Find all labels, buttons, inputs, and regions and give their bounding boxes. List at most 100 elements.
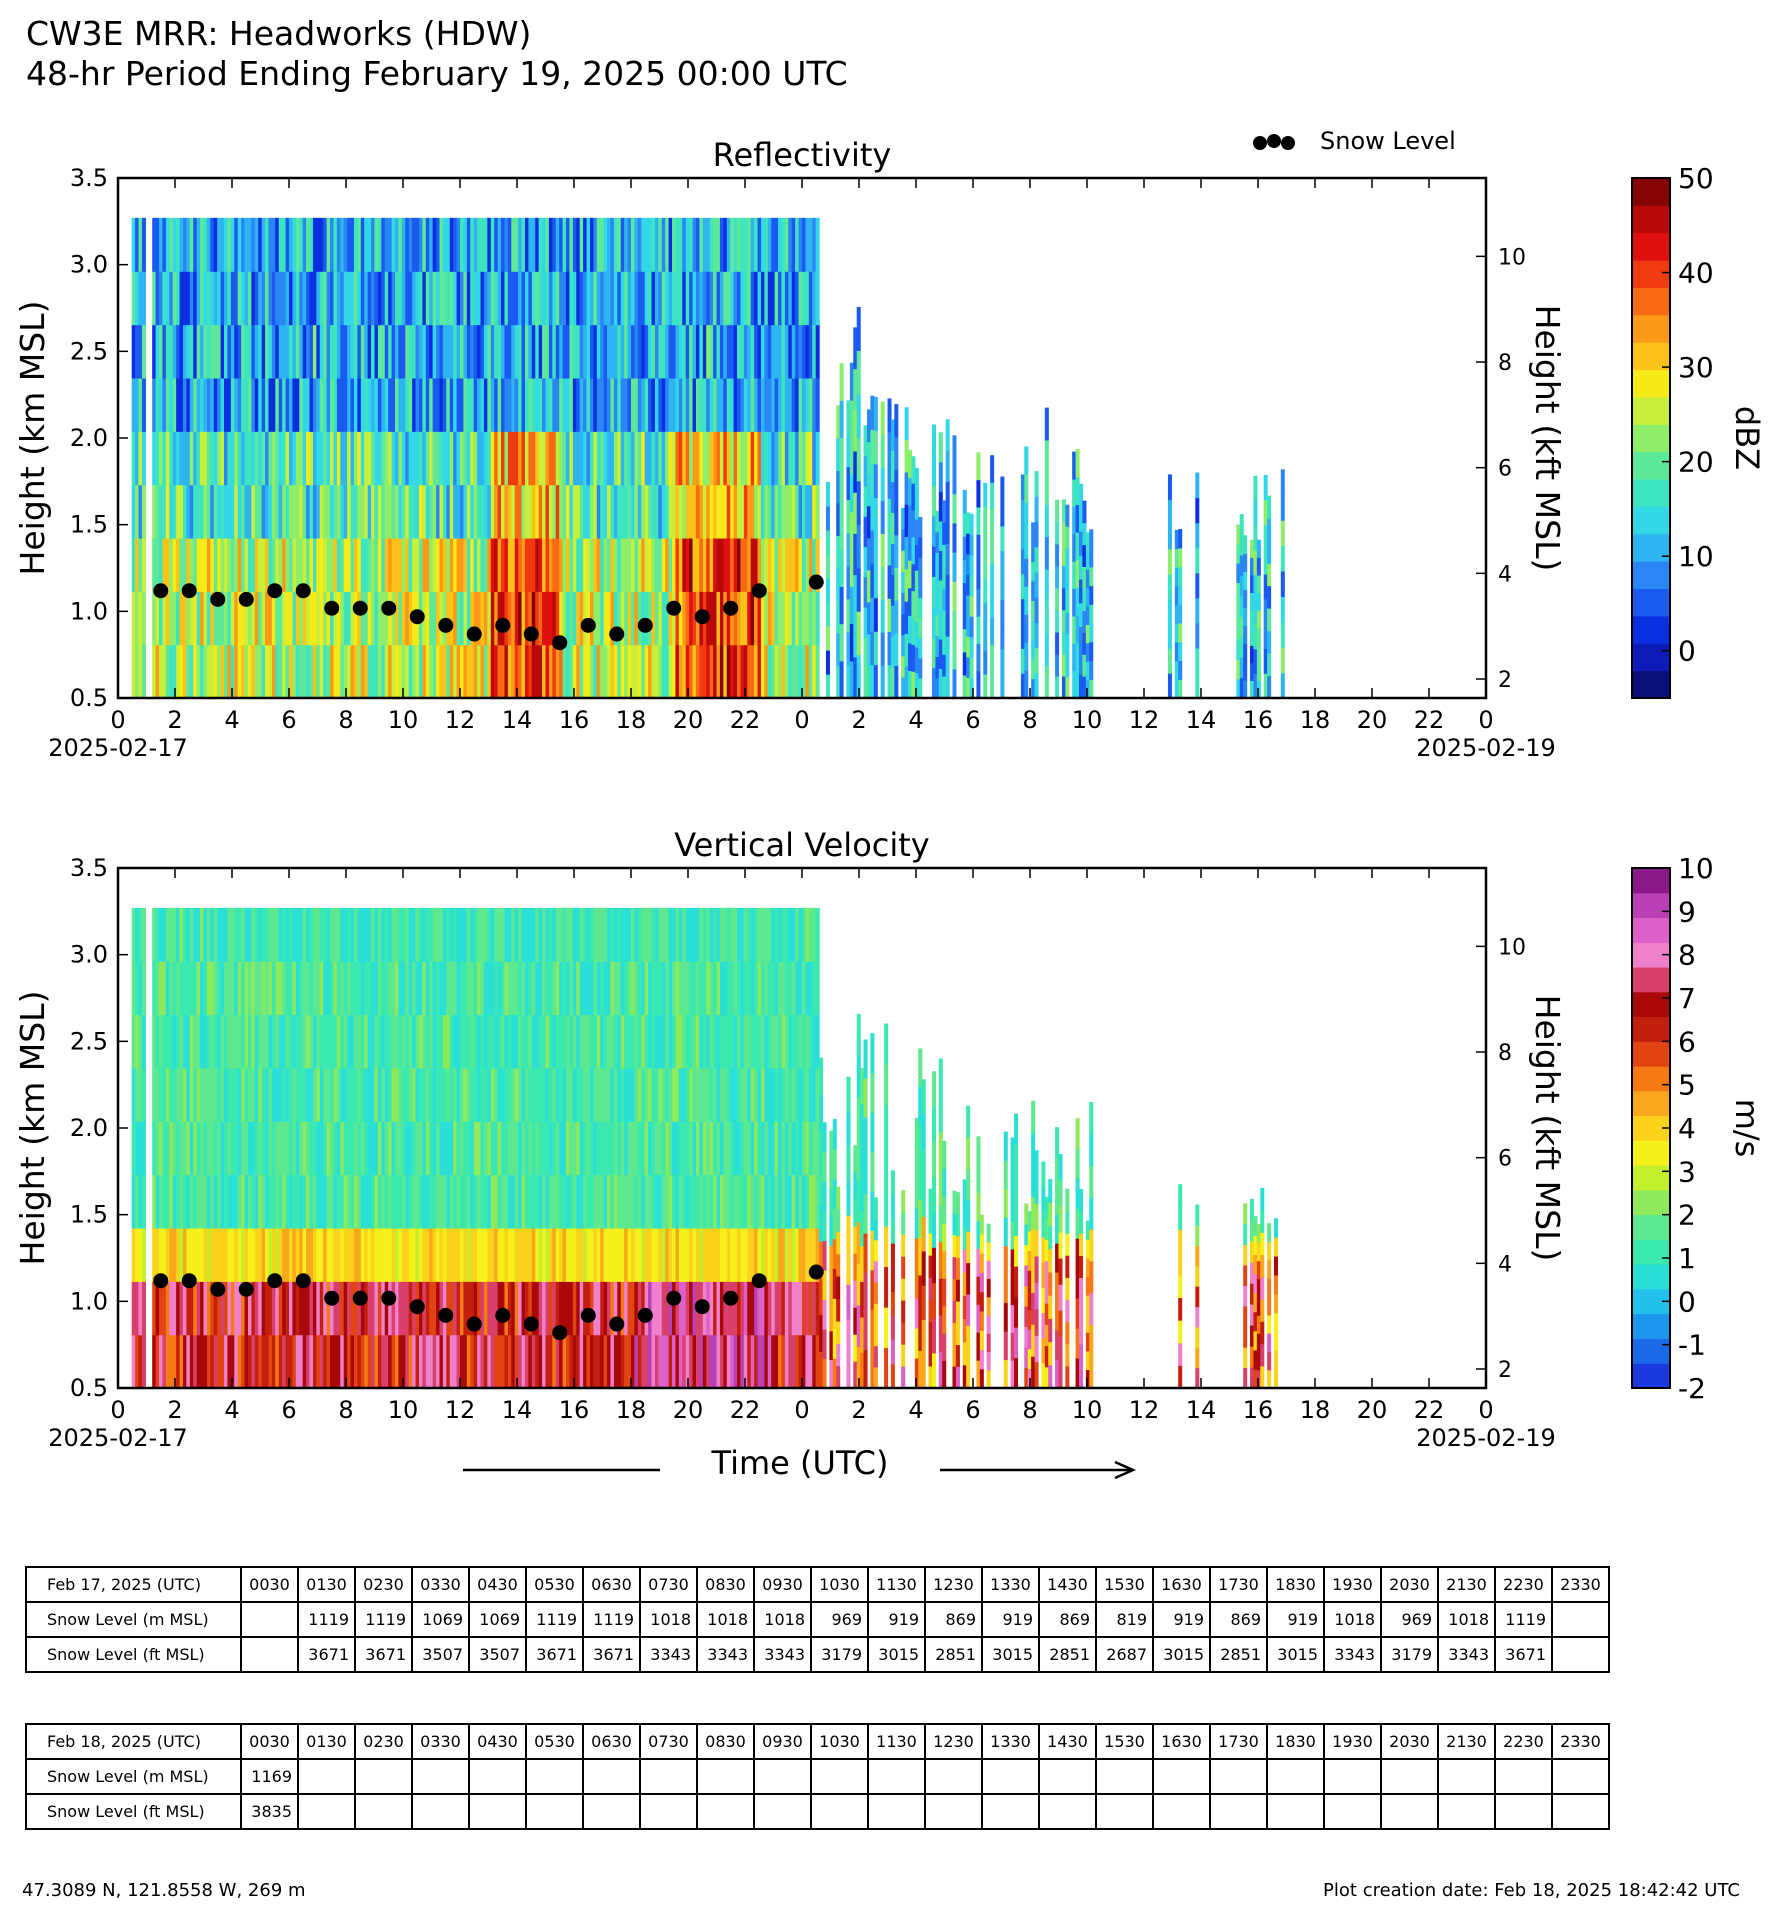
heatmap-cell [350, 217, 355, 272]
heatmap-cell [637, 537, 642, 592]
heatmap-cell [808, 644, 813, 698]
heatmap-cell [805, 1014, 810, 1069]
heatmap-cell [812, 644, 817, 698]
heatmap-cell [552, 961, 557, 1016]
heatmap-cell [802, 1014, 807, 1069]
heatmap-cell [648, 591, 653, 646]
heatmap-cell [589, 1174, 594, 1229]
heatmap-cell [890, 605, 895, 637]
heatmap-cell [422, 1121, 427, 1176]
heatmap-cell [371, 217, 376, 272]
heatmap-cell [808, 1067, 813, 1122]
heatmap-cell [360, 961, 365, 1016]
heatmap-cell [271, 1014, 276, 1069]
heatmap-cell [306, 1227, 311, 1282]
heatmap-cell [182, 644, 187, 698]
heatmap-cell [289, 1281, 294, 1336]
heatmap-cell [1256, 1315, 1261, 1334]
heatmap-cell [268, 644, 273, 698]
heatmap-cell [340, 591, 345, 646]
heatmap-cell [159, 537, 164, 592]
heatmap-cell [682, 1281, 687, 1336]
heatmap-cell [778, 1334, 783, 1388]
heatmap-cell [436, 644, 441, 698]
heatmap-cell [254, 591, 259, 646]
heatmap-cell [631, 484, 636, 539]
heatmap-cell [1178, 1342, 1183, 1366]
heatmap-cell [542, 961, 547, 1016]
heatmap-cell [1065, 569, 1070, 592]
heatmap-cell [760, 1227, 765, 1282]
heatmap-cell [244, 591, 249, 646]
heatmap-cell [870, 395, 875, 430]
heatmap-cell [908, 477, 913, 506]
heatmap-cell [781, 907, 786, 962]
heatmap-cell [675, 1174, 680, 1229]
snow-level-point [352, 1290, 368, 1306]
heatmap-cell [757, 537, 762, 592]
heatmap-cell [784, 271, 789, 326]
heatmap-cell [203, 591, 208, 646]
heatmap-cell [931, 1212, 936, 1248]
heatmap-cell [764, 907, 769, 962]
heatmap-cell [217, 1281, 222, 1336]
heatmap-cell [651, 271, 656, 326]
heatmap-cell [873, 1345, 878, 1368]
heatmap-cell [699, 1334, 704, 1388]
heatmap-cell [798, 1067, 803, 1122]
heatmap-cell [230, 537, 235, 592]
heatmap-cell [689, 484, 694, 539]
heatmap-cell [1031, 541, 1036, 562]
heatmap-cell [477, 324, 482, 379]
heatmap-cell [668, 1121, 673, 1176]
heatmap-cell [634, 271, 639, 326]
heatmap-cell [654, 961, 659, 1016]
heatmap-cell [1256, 539, 1261, 558]
heatmap-cell [624, 271, 629, 326]
heatmap-cell [962, 1318, 967, 1343]
colorbar-segment [1632, 1189, 1670, 1216]
heatmap-cell [1048, 1225, 1053, 1250]
heatmap-cell [299, 1334, 304, 1388]
heatmap-cell [911, 483, 916, 511]
heatmap-cell [613, 1227, 618, 1282]
heatmap-cell [665, 1281, 670, 1336]
heatmap-cell [654, 1227, 659, 1282]
heatmap-cell [1273, 1369, 1278, 1388]
heatmap-cell [942, 1168, 947, 1197]
heatmap-cell [179, 961, 184, 1016]
heatmap-cell [449, 431, 454, 486]
heatmap-cell [254, 1227, 259, 1282]
heatmap-cell [480, 1014, 485, 1069]
heatmap-cell [542, 1014, 547, 1069]
heatmap-cell [634, 1014, 639, 1069]
heatmap-cell [778, 271, 783, 326]
heatmap-cell [569, 1281, 574, 1336]
heatmap-cell [415, 1014, 420, 1069]
heatmap-cell [217, 907, 222, 962]
heatmap-cell [873, 664, 878, 698]
heatmap-cell [401, 431, 406, 486]
heatmap-cell [788, 484, 793, 539]
heatmap-cell [1003, 1302, 1008, 1332]
heatmap-cell [497, 907, 502, 962]
heatmap-cell [815, 1174, 820, 1229]
heatmap-cell [962, 536, 967, 560]
heatmap-cell [422, 1067, 427, 1122]
heatmap-cell [545, 1067, 550, 1122]
heatmap-cell [966, 512, 971, 534]
heatmap-cell [282, 1174, 287, 1229]
heatmap-cell [740, 484, 745, 539]
heatmap-cell [1061, 521, 1066, 545]
heatmap-cell [641, 1174, 646, 1229]
heatmap-cell [477, 1174, 482, 1229]
heatmap-cell [159, 377, 164, 432]
heatmap-cell [470, 1067, 475, 1122]
heatmap-cell [566, 217, 571, 272]
heatmap-cell [401, 1014, 406, 1069]
heatmap-cell [524, 1067, 529, 1122]
heatmap-cell [952, 522, 957, 553]
heatmap-cell [487, 537, 492, 592]
heatmap-cell [1010, 1165, 1015, 1194]
heatmap-cell [962, 628, 967, 653]
